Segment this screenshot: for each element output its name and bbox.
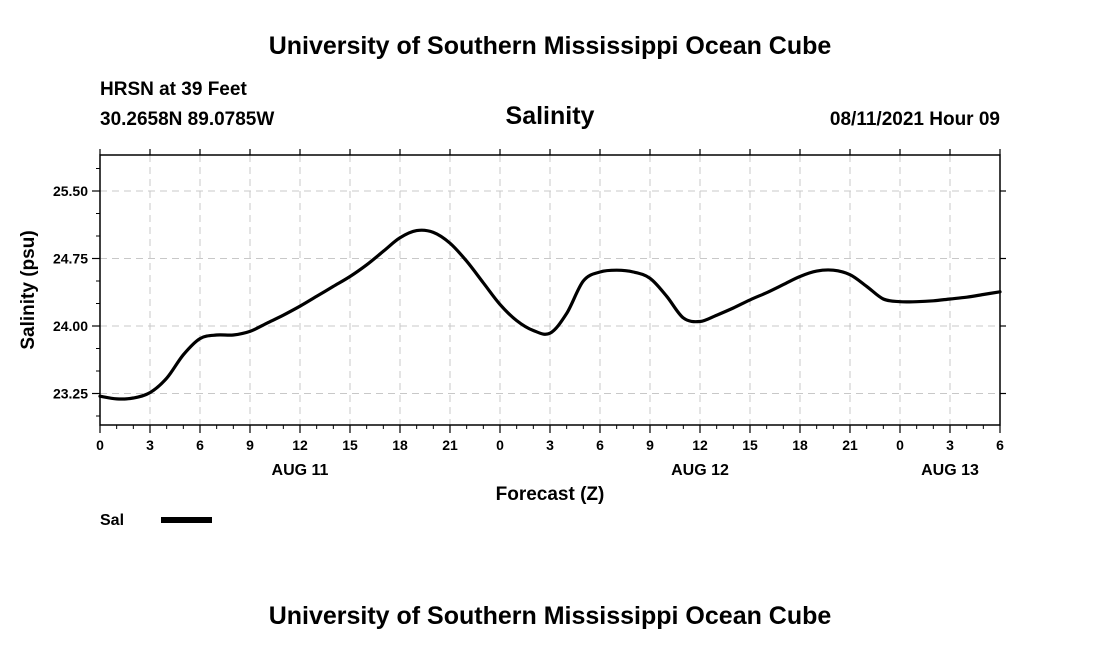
x-tick-label: 0 [96, 437, 104, 453]
date-label: AUG 13 [921, 462, 979, 479]
x-tick-label: 6 [996, 437, 1004, 453]
x-axis-label: Forecast (Z) [496, 484, 605, 505]
x-tick-labels: 0 3 6 9 12 15 18 21 0 3 6 9 12 15 18 21 0 3 6 [96, 437, 1004, 453]
datetime-label: 08/11/2021 Hour 09 [830, 109, 1000, 130]
y-axis-label: Salinity (psu) [18, 230, 39, 349]
date-labels: AUG 11 AUG 12 AUG 13 [272, 462, 979, 479]
x-tick-label: 9 [646, 437, 654, 453]
chart-title: Salinity [506, 102, 595, 130]
y-tick-labels: 23.25 24.00 24.75 25.50 [53, 183, 88, 402]
x-tick-label: 3 [546, 437, 554, 453]
axis-ticks [92, 149, 1006, 433]
series-group [98, 228, 1002, 401]
x-tick-label: 6 [196, 437, 204, 453]
x-tick-label: 21 [842, 437, 858, 453]
x-tick-label: 9 [246, 437, 254, 453]
x-tick-label: 18 [792, 437, 808, 453]
x-tick-label: 21 [442, 437, 458, 453]
series-line-sal [98, 228, 1002, 401]
x-tick-label: 6 [596, 437, 604, 453]
legend-label: Sal [100, 512, 124, 529]
x-tick-label: 3 [146, 437, 154, 453]
y-tick-label: 24.75 [53, 251, 88, 267]
y-tick-label: 24.00 [53, 318, 88, 334]
x-tick-label: 15 [742, 437, 758, 453]
x-tick-label: 12 [692, 437, 708, 453]
y-tick-label: 23.25 [53, 386, 88, 402]
x-tick-label: 18 [392, 437, 408, 453]
legend: Sal [100, 512, 212, 529]
x-tick-label: 0 [896, 437, 904, 453]
station-label: HRSN at 39 Feet [100, 79, 247, 100]
x-tick-label: 0 [496, 437, 504, 453]
title-top: University of Southern Mississippi Ocean… [269, 32, 832, 60]
date-label: AUG 12 [671, 462, 729, 479]
y-tick-label: 25.50 [53, 183, 88, 199]
coordinates-label: 30.2658N 89.0785W [100, 109, 274, 130]
x-tick-label: 15 [342, 437, 358, 453]
grid-lines [100, 155, 1000, 425]
title-bottom: University of Southern Mississippi Ocean… [269, 602, 832, 630]
date-label: AUG 11 [272, 462, 329, 479]
x-tick-label: 12 [292, 437, 308, 453]
x-tick-label: 3 [946, 437, 954, 453]
